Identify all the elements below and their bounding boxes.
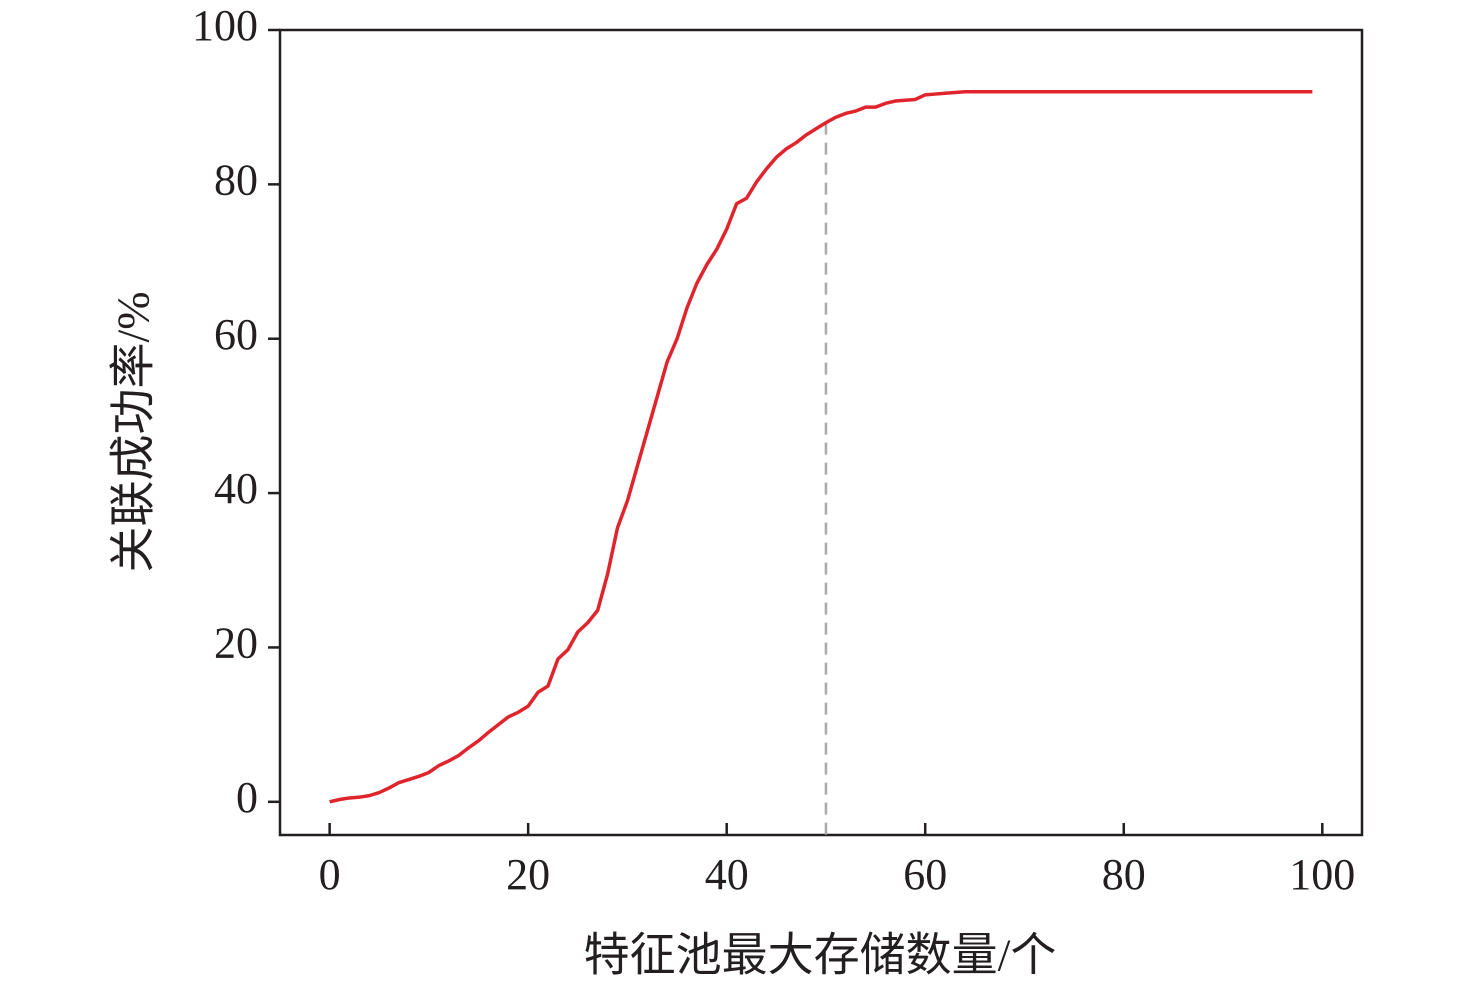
x-tick-label: 0	[319, 850, 341, 899]
x-tick-label: 80	[1102, 850, 1146, 899]
plot-frame	[278, 28, 1364, 837]
y-axis-title: 关联成功率/%	[108, 291, 159, 572]
x-tick-label: 40	[705, 850, 749, 899]
y-tick-label: 60	[214, 310, 258, 359]
data-line	[329, 89, 1313, 804]
x-tick-label: 60	[903, 850, 947, 899]
y-tick-label: 0	[236, 773, 258, 822]
y-tick-label: 100	[192, 1, 258, 50]
x-axis-title: 特征池最大存储数量/个	[584, 930, 1057, 981]
x-tick-label: 100	[1289, 850, 1355, 899]
y-tick-label: 40	[214, 464, 258, 513]
y-tick-label: 20	[214, 619, 258, 668]
y-tick-label: 80	[214, 155, 258, 204]
x-tick-label: 20	[506, 850, 550, 899]
